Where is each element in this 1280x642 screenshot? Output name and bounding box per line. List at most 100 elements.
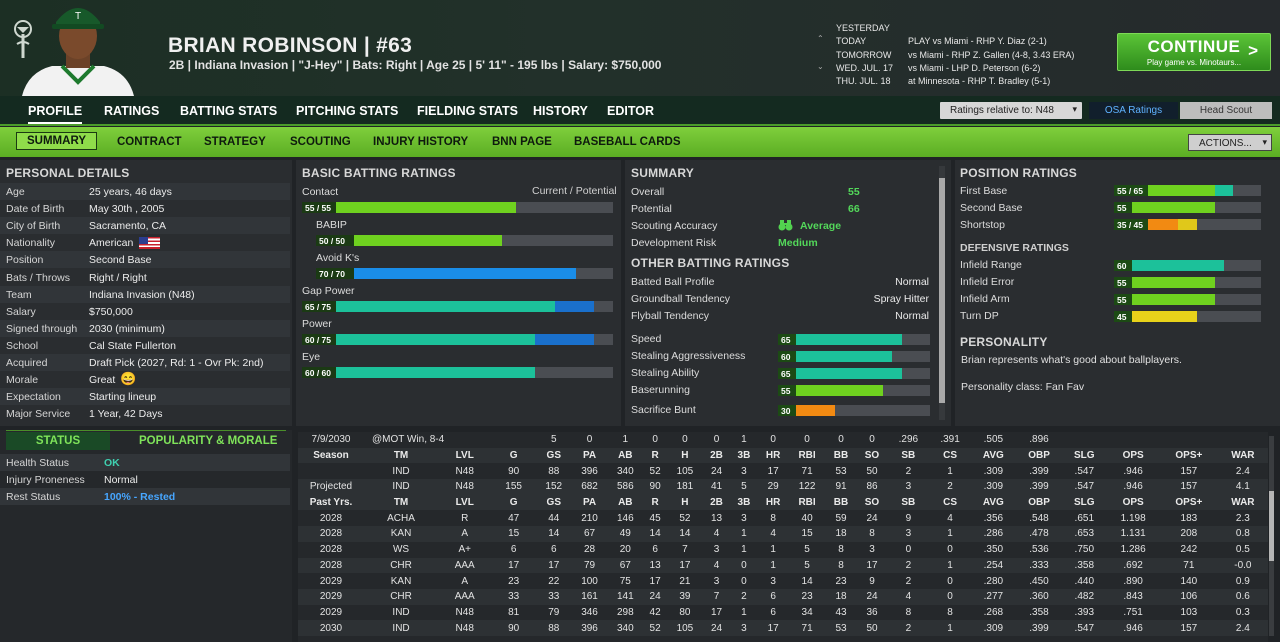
detail-value: Right / Right — [89, 271, 147, 284]
osa-ratings-button[interactable]: OSA Ratings — [1089, 102, 1178, 119]
other-rating-label: Groundball Tendency — [631, 293, 731, 305]
tab-batting-stats[interactable]: BATTING STATS — [180, 104, 278, 118]
tab-fielding-stats[interactable]: FIELDING STATS — [417, 104, 518, 118]
scrollbar-thumb[interactable] — [939, 178, 945, 403]
stat-cell: 3 — [887, 526, 930, 542]
subtab-bnn-page[interactable]: BNN PAGE — [492, 136, 552, 148]
tab-pitching-stats[interactable]: PITCHING STATS — [296, 104, 399, 118]
stat-cell: 0 — [929, 588, 971, 605]
stat-cell: 586 — [607, 479, 644, 495]
stat-cell: 183 — [1180, 512, 1198, 524]
schedule-row[interactable]: YESTERDAY — [816, 22, 1116, 35]
batting-rating-label: Gap Power — [302, 285, 355, 297]
table-row[interactable]: 2028 WS A+ 6 6 28 20 6 7 3 1 1 5 8 3 0 0 .350 .536 .750 1.28… — [298, 542, 1268, 558]
stat-cell: 43 — [835, 606, 847, 618]
table-header[interactable]: Past Yrs. TM LVL G GS PA AB R H 2B 3B HR RBI BB SO SB CS… — [298, 494, 1268, 511]
schedule-list: YESTERDAY TODAY PLAY vs Miami - RHP Y. Dia… — [816, 22, 1116, 88]
table-row[interactable]: Projected IND N48 155 152 682 586 90 181 41 5 29 122… — [298, 479, 1268, 495]
stat-cell: 24 — [702, 620, 731, 636]
potential-value: 66 — [848, 203, 860, 215]
stats-scrollbar[interactable] — [1269, 436, 1274, 636]
stat-cell: LVL — [438, 494, 492, 511]
stat-cell: AVG — [970, 447, 1016, 464]
stat-cell: GS — [535, 447, 572, 464]
batting-rating-label: Contact — [302, 186, 339, 198]
stat-cell: HR — [757, 494, 789, 511]
stat-cell: 6 — [770, 606, 776, 618]
table-row[interactable]: 2029 KAN A 23 22 100 75 17 21 3 0 3 14 23 9 2 0 .280 .450.… — [298, 573, 1268, 589]
other-batting-title: OTHER BATTING RATINGS — [631, 256, 790, 270]
stat-cell: WAR — [1217, 447, 1268, 464]
stat-cell: .399 — [1015, 479, 1063, 495]
defense-3-current-fill — [1114, 311, 1197, 322]
stat-cell: 1 — [929, 557, 971, 574]
table-row[interactable]: 2028 KAN A 15 14 67 49 14 14 4 1 4 15 18 8 3 1.286.478.6… — [298, 526, 1268, 542]
actions-label: ACTIONS... — [1199, 138, 1252, 149]
summary-title: SUMMARY — [631, 166, 694, 180]
schedule-row[interactable]: TOMORROW vs Miami - RHP Z. Gallen (4-8, 3… — [816, 49, 1116, 62]
detail-row: City of Birth Sacramento, CA — [0, 217, 290, 235]
stat-cell: 36 — [866, 606, 878, 618]
stat-cell: 4 — [947, 512, 953, 524]
summary-scrollbar[interactable] — [939, 166, 945, 420]
tab-profile[interactable]: PROFILE — [13, 96, 97, 124]
chevron-down-icon: ▾ — [1262, 137, 1267, 147]
subtab-contract[interactable]: CONTRACT — [117, 136, 182, 148]
table-row[interactable]: 2030 IND N48 90 88 396 340 52 105 24 3 17 71 53 50 2 1.3… — [298, 620, 1268, 636]
detail-value[interactable]: Cal State Fullerton — [89, 339, 176, 352]
devrisk-value: Medium — [778, 237, 818, 249]
stat-cell: 0 — [905, 544, 912, 556]
stat-cell: 5 — [804, 544, 810, 556]
batting-rating-label: Avoid K's — [316, 252, 360, 264]
table-row[interactable]: 2029 CHR AAA 33 33 161 141 24 39 7 2 6 23 18 24 4 0.277.… — [298, 588, 1268, 605]
head-scout-button[interactable]: Head Scout — [1180, 102, 1272, 119]
schedule-row[interactable]: WED. JUL. 17 vs Miami - LHP D. Peterson (… — [816, 62, 1116, 75]
subtab-baseball-cards[interactable]: BASEBALL CARDS — [574, 136, 681, 148]
schedule-arrows[interactable]: ⌃ ⌄ — [817, 34, 824, 71]
tab-editor[interactable]: EDITOR — [607, 104, 654, 118]
detail-label: Signed through — [6, 322, 78, 335]
continue-button[interactable]: CONTINUE Play game vs. Minotaurs... > — [1117, 33, 1271, 71]
table-row[interactable]: 2028 ACHA R 47 44 210 146 45 52 13 3 8 40 59 24 9 4 .356.… — [298, 510, 1268, 526]
subtab-scouting[interactable]: SCOUTING — [290, 136, 351, 148]
schedule-row[interactable]: TODAY PLAY vs Miami - RHP Y. Diaz (2-1) — [816, 35, 1116, 48]
tab-ratings[interactable]: RATINGS — [104, 104, 160, 118]
stat-cell: 2028 — [319, 512, 343, 524]
stat-cell: .309 — [970, 479, 1016, 495]
other-rating-label: Flyball Tendency — [631, 310, 710, 322]
stat-cell: 17 — [710, 606, 723, 618]
stat-cell: 5 — [730, 479, 758, 495]
recent-game-row[interactable]: 7/9/2030 @MOT Win, 8-4 5 0 1 0 0 0 1 0 0 0 0 .296 .391… — [298, 432, 1268, 448]
table-row[interactable]: IND N48 90 88 396 340 52 105 24 3 17 71 53 50 2 1 .309 .3… — [298, 463, 1268, 479]
table-row[interactable]: 2029 IND N48 81 79 346 298 42 80 17 1 6 34 43 36 8 8 .268… — [298, 605, 1268, 621]
stat-cell: 1.198 — [1120, 512, 1146, 524]
tab-popularity-morale[interactable]: POPULARITY & MORALE — [139, 435, 277, 447]
schedule-row[interactable]: THU. JUL. 18 at Minnesota - RHP T. Bradle… — [816, 75, 1116, 88]
stat-cell: A+ — [458, 544, 471, 556]
stat-cell: 0 — [652, 434, 658, 446]
position-2-bar: 35 / 45 — [1114, 219, 1261, 230]
stat-cell: OPS+ — [1159, 494, 1218, 511]
tab-status[interactable]: STATUS — [6, 432, 110, 450]
other-bar-label: Stealing Ability — [631, 367, 700, 379]
table-header[interactable]: Season TM LVL G GS PA AB R H 2B 3B HR RBI BB SO SB CS AVG… — [298, 447, 1268, 464]
stat-cell: 122 — [788, 479, 826, 495]
tab-history[interactable]: HISTORY — [533, 104, 588, 118]
scrollbar-thumb[interactable] — [1269, 491, 1274, 561]
stat-cell: 2B — [702, 494, 731, 511]
subtab-strategy[interactable]: STRATEGY — [204, 136, 266, 148]
subtab-summary[interactable]: SUMMARY — [16, 132, 97, 150]
subtab-injury-history[interactable]: INJURY HISTORY — [373, 136, 469, 148]
table-row[interactable]: 2028 CHR AAA 17 17 79 67 13 17 4 0 1 5 8 17 2 1.254.333.… — [298, 557, 1268, 574]
detail-label: City of Birth — [6, 220, 61, 233]
stat-cell: 21 — [679, 575, 691, 587]
stat-cell: 103 — [1180, 606, 1198, 618]
detail-value[interactable]: Indiana Invasion (N48) — [89, 288, 195, 301]
stat-cell: 71 — [1159, 557, 1218, 574]
other-4-bar: 30 — [778, 405, 930, 416]
actions-dropdown[interactable]: ACTIONS... ▾ — [1188, 134, 1272, 151]
stat-cell: IND — [392, 465, 410, 477]
ratings-relative-select[interactable]: Ratings relative to: N48 ▾ — [940, 102, 1082, 119]
overall-label: Overall — [631, 186, 665, 198]
batting-0-current-fill — [302, 202, 516, 213]
